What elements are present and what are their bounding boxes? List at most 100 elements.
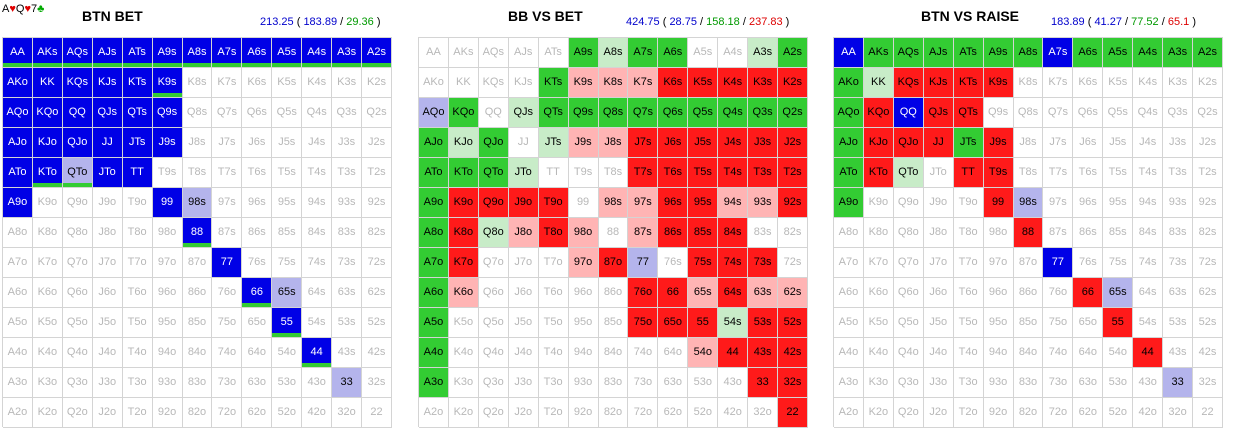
hand-cell[interactable]: T7o <box>538 248 569 278</box>
hand-cell[interactable]: 42o <box>302 398 333 428</box>
hand-cell[interactable]: J8s <box>1013 128 1044 158</box>
hand-cell[interactable]: J3s <box>1163 128 1194 158</box>
hand-cell[interactable]: J7o <box>923 248 954 278</box>
hand-cell[interactable]: KQo <box>32 98 63 128</box>
hand-cell[interactable]: 74s <box>718 248 749 278</box>
hand-cell[interactable]: 43o <box>302 368 333 398</box>
hand-cell[interactable]: AQo <box>419 98 449 128</box>
hand-cell[interactable]: 44 <box>718 338 749 368</box>
hand-cell[interactable]: 75o <box>1043 308 1074 338</box>
hand-cell[interactable]: JJ <box>92 128 123 158</box>
hand-cell[interactable]: 65s <box>1103 278 1134 308</box>
hand-cell[interactable]: AJs <box>508 38 539 68</box>
hand-cell[interactable]: AJo <box>834 128 864 158</box>
hand-cell[interactable]: T3o <box>122 368 153 398</box>
hand-cell[interactable]: 82o <box>1013 398 1044 428</box>
hand-cell[interactable]: Q3s <box>748 98 779 128</box>
hand-cell[interactable]: 64o <box>1073 338 1104 368</box>
hand-cell[interactable]: 53o <box>272 368 303 398</box>
hand-cell[interactable]: 74o <box>212 338 243 368</box>
hand-cell[interactable]: K7s <box>1043 68 1074 98</box>
hand-cell[interactable]: K7s <box>628 68 659 98</box>
hand-cell[interactable]: KQo <box>448 98 479 128</box>
hand-cell[interactable]: 44 <box>302 338 333 368</box>
hand-cell[interactable]: A7o <box>3 248 33 278</box>
hand-cell[interactable]: Q2s <box>362 98 392 128</box>
hand-cell[interactable]: A5s <box>688 38 719 68</box>
hand-cell[interactable]: A6s <box>658 38 689 68</box>
hand-cell[interactable]: 94s <box>718 188 749 218</box>
hand-cell[interactable]: 84s <box>1133 218 1164 248</box>
hand-cell[interactable]: KTs <box>953 68 984 98</box>
hand-cell[interactable]: J4o <box>508 338 539 368</box>
hand-cell[interactable]: Q9o <box>478 188 509 218</box>
hand-cell[interactable]: Q2o <box>893 398 924 428</box>
hand-cell[interactable]: 92s <box>778 188 808 218</box>
hand-cell[interactable]: 93o <box>152 368 183 398</box>
hand-cell[interactable]: 94s <box>1133 188 1164 218</box>
hand-cell[interactable]: A7s <box>1043 38 1074 68</box>
hand-cell[interactable]: 72s <box>362 248 392 278</box>
hand-cell[interactable]: T7o <box>953 248 984 278</box>
hand-cell[interactable]: KQo <box>863 98 894 128</box>
hand-cell[interactable]: JTo <box>923 158 954 188</box>
hand-cell[interactable]: 53s <box>748 308 779 338</box>
hand-cell[interactable]: T2o <box>122 398 153 428</box>
hand-cell[interactable]: K5o <box>32 308 63 338</box>
hand-cell[interactable]: QTs <box>953 98 984 128</box>
hand-cell[interactable]: A8o <box>419 218 449 248</box>
hand-cell[interactable]: 62o <box>242 398 273 428</box>
hand-cell[interactable]: 74s <box>1133 248 1164 278</box>
hand-cell[interactable]: K2o <box>32 398 63 428</box>
hand-cell[interactable]: KTo <box>32 158 63 188</box>
hand-cell[interactable]: K6s <box>242 68 273 98</box>
hand-cell[interactable]: QQ <box>893 98 924 128</box>
hand-cell[interactable]: 96s <box>1073 188 1104 218</box>
hand-cell[interactable]: 75o <box>212 308 243 338</box>
hand-cell[interactable]: T8o <box>122 218 153 248</box>
hand-cell[interactable]: Q7o <box>893 248 924 278</box>
hand-cell[interactable]: J7s <box>212 128 243 158</box>
hand-cell[interactable]: 77 <box>1043 248 1074 278</box>
hand-cell[interactable]: Q6o <box>478 278 509 308</box>
hand-cell[interactable]: 54s <box>1133 308 1164 338</box>
hand-cell[interactable]: KTo <box>863 158 894 188</box>
hand-cell[interactable]: J7o <box>92 248 123 278</box>
hand-cell[interactable]: A2s <box>778 38 808 68</box>
hand-cell[interactable]: 52o <box>1103 398 1134 428</box>
hand-cell[interactable]: 76o <box>1043 278 1074 308</box>
hand-cell[interactable]: 82o <box>182 398 213 428</box>
hand-cell[interactable]: 77 <box>212 248 243 278</box>
hand-cell[interactable]: 64s <box>1133 278 1164 308</box>
hand-cell[interactable]: AJo <box>3 128 33 158</box>
hand-cell[interactable]: J6s <box>1073 128 1104 158</box>
hand-cell[interactable]: 84o <box>182 338 213 368</box>
hand-cell[interactable]: K4o <box>32 338 63 368</box>
hand-cell[interactable]: K4o <box>448 338 479 368</box>
hand-cell[interactable]: KTs <box>122 68 153 98</box>
hand-cell[interactable]: Q4o <box>893 338 924 368</box>
hand-cell[interactable]: A8s <box>598 38 629 68</box>
hand-cell[interactable]: 85o <box>1013 308 1044 338</box>
hand-cell[interactable]: T6s <box>242 158 273 188</box>
hand-cell[interactable]: 74s <box>302 248 333 278</box>
hand-cell[interactable]: 33 <box>748 368 779 398</box>
hand-cell[interactable]: K2s <box>778 68 808 98</box>
hand-cell[interactable]: 98o <box>568 218 599 248</box>
hand-cell[interactable]: AA <box>3 38 33 68</box>
hand-cell[interactable]: J8s <box>598 128 629 158</box>
hand-cell[interactable]: 88 <box>1013 218 1044 248</box>
hand-cell[interactable]: K9s <box>983 68 1014 98</box>
hand-cell[interactable]: J4s <box>1133 128 1164 158</box>
hand-cell[interactable]: J2s <box>362 128 392 158</box>
hand-cell[interactable]: A9o <box>834 188 864 218</box>
hand-cell[interactable]: T8o <box>538 218 569 248</box>
hand-cell[interactable]: A8s <box>182 38 213 68</box>
hand-cell[interactable]: A5s <box>1103 38 1134 68</box>
hand-cell[interactable]: 85s <box>1103 218 1134 248</box>
hand-cell[interactable]: T3s <box>332 158 363 188</box>
hand-cell[interactable]: 86o <box>182 278 213 308</box>
hand-cell[interactable]: AA <box>834 38 864 68</box>
hand-cell[interactable]: A2s <box>362 38 392 68</box>
hand-cell[interactable]: 62s <box>778 278 808 308</box>
